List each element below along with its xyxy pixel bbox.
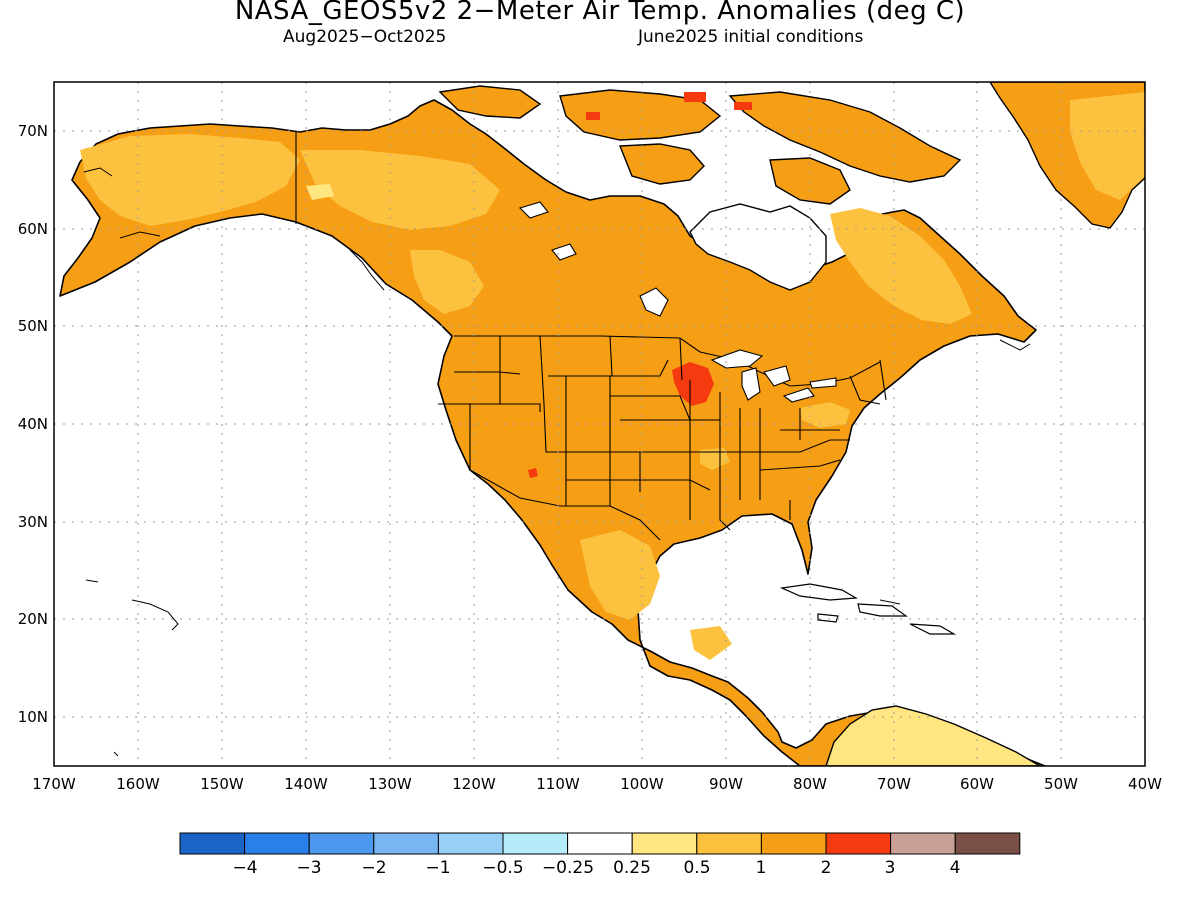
anomaly-patches	[80, 92, 1145, 758]
colorbar-tick-label: −2	[361, 858, 386, 878]
colorbar-swatch	[825, 832, 892, 855]
political-boundaries	[295, 132, 887, 541]
colorbar-tick-label: 3	[885, 858, 896, 878]
hudson-bay	[689, 203, 827, 291]
lon-label: 100W	[620, 775, 664, 793]
colorbar-tick-label: 4	[950, 858, 961, 878]
map-title: NASA_GEOS5v2 2−Meter Air Temp. Anomalies…	[234, 0, 966, 26]
colorbar-swatch	[696, 832, 762, 855]
lat-label: 30N	[18, 513, 48, 531]
longitude-labels: 170W 160W 150W 140W 130W 120W 110W 100W …	[32, 775, 1162, 793]
colorbar-swatch	[954, 832, 1021, 855]
lon-label: 130W	[368, 775, 412, 793]
colorbar-swatch	[631, 832, 698, 855]
lon-label: 150W	[200, 775, 244, 793]
lat-label: 40N	[18, 415, 48, 433]
colorbar-swatch	[890, 832, 956, 855]
lon-label: 70W	[877, 775, 911, 793]
lon-label: 170W	[32, 775, 76, 793]
init-conditions-subtitle: June2025 initial conditions	[638, 27, 864, 47]
colorbar-swatch	[502, 832, 569, 855]
colorbar-tick-label: −0.5	[482, 858, 523, 878]
lon-label: 40W	[1128, 775, 1162, 793]
colorbar-swatch	[760, 832, 827, 855]
colorbar-tick-label: −4	[232, 858, 257, 878]
colorbar-labels: −4 −3 −2 −1 −0.5 −0.25 0.25 0.5 1 2 3 4	[232, 858, 960, 878]
lon-label: 110W	[536, 775, 580, 793]
lon-label: 90W	[709, 775, 743, 793]
lon-label: 140W	[284, 775, 328, 793]
colorbar-swatch	[567, 832, 633, 855]
colorbar	[179, 832, 1021, 855]
colorbar-tick-label: −3	[296, 858, 321, 878]
colorbar-swatch	[373, 832, 439, 855]
colorbar-swatch	[244, 832, 310, 855]
lat-label: 50N	[18, 317, 48, 335]
colorbar-tick-label: 0.5	[683, 858, 710, 878]
lon-label: 120W	[452, 775, 496, 793]
lat-label: 60N	[18, 220, 48, 238]
lon-label: 50W	[1044, 775, 1078, 793]
colorbar-tick-label: 2	[821, 858, 832, 878]
colorbar-swatch	[308, 832, 375, 855]
colorbar-tick-label: 0.25	[613, 858, 651, 878]
north-america-landmass	[59, 99, 1046, 766]
colorbar-tick-label: −1	[425, 858, 450, 878]
period-subtitle: Aug2025−Oct2025	[283, 27, 447, 47]
coastline-detail	[83, 167, 1031, 757]
map-plot-area	[54, 82, 1145, 766]
colorbar-swatch	[179, 832, 246, 855]
colorbar-swatch	[437, 832, 504, 855]
lon-label: 60W	[960, 775, 994, 793]
lat-label: 10N	[18, 708, 48, 726]
lon-label: 80W	[793, 775, 827, 793]
lat-label: 20N	[18, 610, 48, 628]
colorbar-tick-label: 1	[756, 858, 767, 878]
graticule	[54, 82, 1145, 766]
arctic-islands	[438, 85, 962, 205]
map-frame	[53, 81, 1146, 767]
lon-label: 160W	[116, 775, 160, 793]
lakes	[518, 201, 837, 403]
colorbar-tick-label: −0.25	[542, 858, 594, 878]
latitude-labels: 70N 60N 50N 40N 30N 20N 10N	[18, 122, 48, 726]
lat-label: 70N	[18, 122, 48, 140]
